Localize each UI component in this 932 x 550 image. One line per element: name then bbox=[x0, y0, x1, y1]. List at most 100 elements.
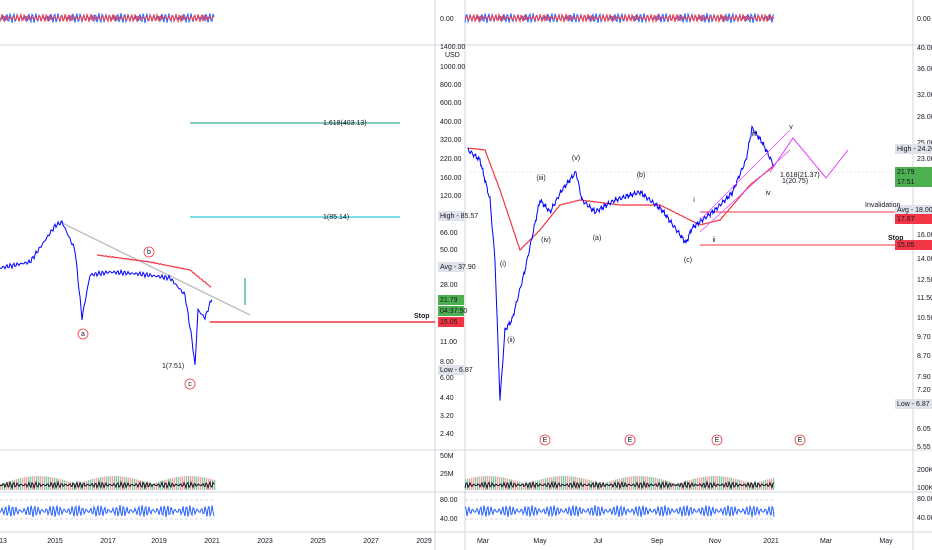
axis-label: 200K bbox=[917, 467, 932, 474]
time-label: 2023 bbox=[257, 538, 273, 545]
axis-label: 7.90 bbox=[917, 374, 931, 381]
wave-circle bbox=[539, 434, 551, 446]
axis-label: 16.00 bbox=[917, 232, 932, 239]
volume-bar bbox=[487, 476, 489, 490]
volume-bar bbox=[631, 476, 633, 490]
volume-bar bbox=[649, 476, 651, 490]
stop-label: Stop bbox=[414, 313, 430, 320]
price-badge bbox=[895, 144, 932, 154]
time-label: Sep bbox=[651, 538, 664, 545]
badge-label: 21.79 bbox=[440, 297, 458, 304]
axis-label: 25.00 bbox=[917, 140, 932, 147]
volume-bar bbox=[200, 476, 202, 490]
wave-label: v bbox=[789, 124, 793, 131]
axis-label: 2.40 bbox=[440, 431, 454, 438]
axis-label: 6.00 bbox=[440, 375, 454, 382]
volume-bar bbox=[595, 482, 597, 490]
axis-label: 80.00 bbox=[917, 496, 932, 503]
badge-label: Avg - 18.00 bbox=[897, 207, 932, 214]
volume-bar bbox=[705, 476, 707, 490]
axis-label: 600.00 bbox=[440, 100, 462, 107]
time-label: May bbox=[533, 538, 547, 545]
volume-bar bbox=[611, 480, 613, 490]
volume-bar bbox=[18, 478, 20, 490]
wave-label: (c) bbox=[684, 257, 692, 264]
volume-bar bbox=[56, 478, 58, 490]
volume-bar bbox=[567, 476, 569, 490]
price-badge bbox=[438, 306, 464, 316]
axis-label: 400.00 bbox=[440, 119, 462, 126]
volume-bar bbox=[509, 478, 511, 490]
volume-bar bbox=[72, 482, 74, 490]
volume-bar bbox=[641, 476, 643, 490]
wave-circle bbox=[143, 246, 155, 258]
moving-average bbox=[97, 254, 212, 288]
volume-bar bbox=[533, 481, 535, 490]
axis-label: 50.00 bbox=[440, 247, 458, 254]
time-label: 2017 bbox=[100, 538, 116, 545]
price-badge bbox=[895, 205, 932, 215]
volume-bar bbox=[34, 476, 36, 490]
volume-bar bbox=[46, 476, 48, 490]
volume-bar bbox=[571, 476, 573, 490]
channel bbox=[699, 149, 791, 233]
signal-line bbox=[0, 12, 215, 24]
badge-label: High - 24.20 bbox=[897, 146, 932, 153]
time-label: 2021 bbox=[204, 538, 220, 545]
axis-label: 14.00 bbox=[917, 256, 932, 263]
volume-bar bbox=[653, 477, 655, 490]
volume-bar bbox=[657, 478, 659, 490]
axis-label: 220.00 bbox=[440, 156, 462, 163]
axis-label: 10.50 bbox=[917, 315, 932, 322]
price-line bbox=[467, 124, 776, 401]
time-label: 2029 bbox=[416, 538, 432, 545]
volume-bar bbox=[743, 481, 745, 490]
axis-label: 0.00 bbox=[917, 16, 931, 23]
volume-bar bbox=[42, 476, 44, 490]
wave-label: b bbox=[147, 249, 151, 256]
axis-label: 32.00 bbox=[917, 92, 932, 99]
axis-label: 28.00 bbox=[440, 282, 458, 289]
volume-bar bbox=[6, 482, 8, 490]
badge-label: Low - 6.87 bbox=[440, 367, 473, 374]
axis-label: 8.00 bbox=[440, 359, 454, 366]
volume-bar bbox=[116, 476, 118, 490]
volume-bar bbox=[150, 483, 152, 490]
volume-bar bbox=[651, 477, 653, 490]
volume-bar bbox=[176, 477, 178, 490]
badge-label: 15.05 bbox=[440, 319, 458, 326]
wave-label: (b) bbox=[637, 172, 646, 179]
volume-bar bbox=[118, 476, 120, 490]
volume-bar bbox=[717, 476, 719, 490]
volume-bar bbox=[697, 477, 699, 490]
volume-bar bbox=[76, 483, 78, 490]
volume-bar bbox=[761, 481, 763, 490]
volume-bar bbox=[721, 476, 723, 490]
wave-label: i bbox=[693, 197, 695, 204]
price-badge bbox=[895, 177, 932, 187]
volume-ma bbox=[464, 480, 775, 490]
volume-bar bbox=[607, 481, 609, 490]
time-label: 2021 bbox=[763, 538, 779, 545]
volume-bar bbox=[495, 476, 497, 490]
wave-label: c bbox=[188, 381, 192, 388]
fib-label: 1(7.51) bbox=[162, 363, 184, 370]
volume-bar bbox=[569, 476, 571, 490]
volume-bar bbox=[499, 476, 501, 490]
axis-label: 25M bbox=[440, 471, 454, 478]
badge-label: 04:37:50 bbox=[440, 308, 467, 315]
axis-label: 23.00 bbox=[917, 156, 932, 163]
trendline bbox=[59, 221, 251, 316]
volume-bar bbox=[519, 481, 521, 490]
axis-label: 36.00 bbox=[917, 66, 932, 73]
axis-label: 800.00 bbox=[440, 82, 462, 89]
volume-bar bbox=[471, 477, 473, 490]
wave-label: (v) bbox=[572, 155, 580, 162]
axis-label: 66.00 bbox=[440, 230, 458, 237]
volume-bar bbox=[52, 477, 54, 490]
rsi-line bbox=[0, 504, 215, 518]
badge-label: High - 85.57 bbox=[440, 213, 478, 220]
badge-label: Avg - 37.90 bbox=[440, 264, 476, 271]
volume-bar bbox=[693, 478, 695, 490]
wave-label: iv bbox=[765, 190, 771, 197]
